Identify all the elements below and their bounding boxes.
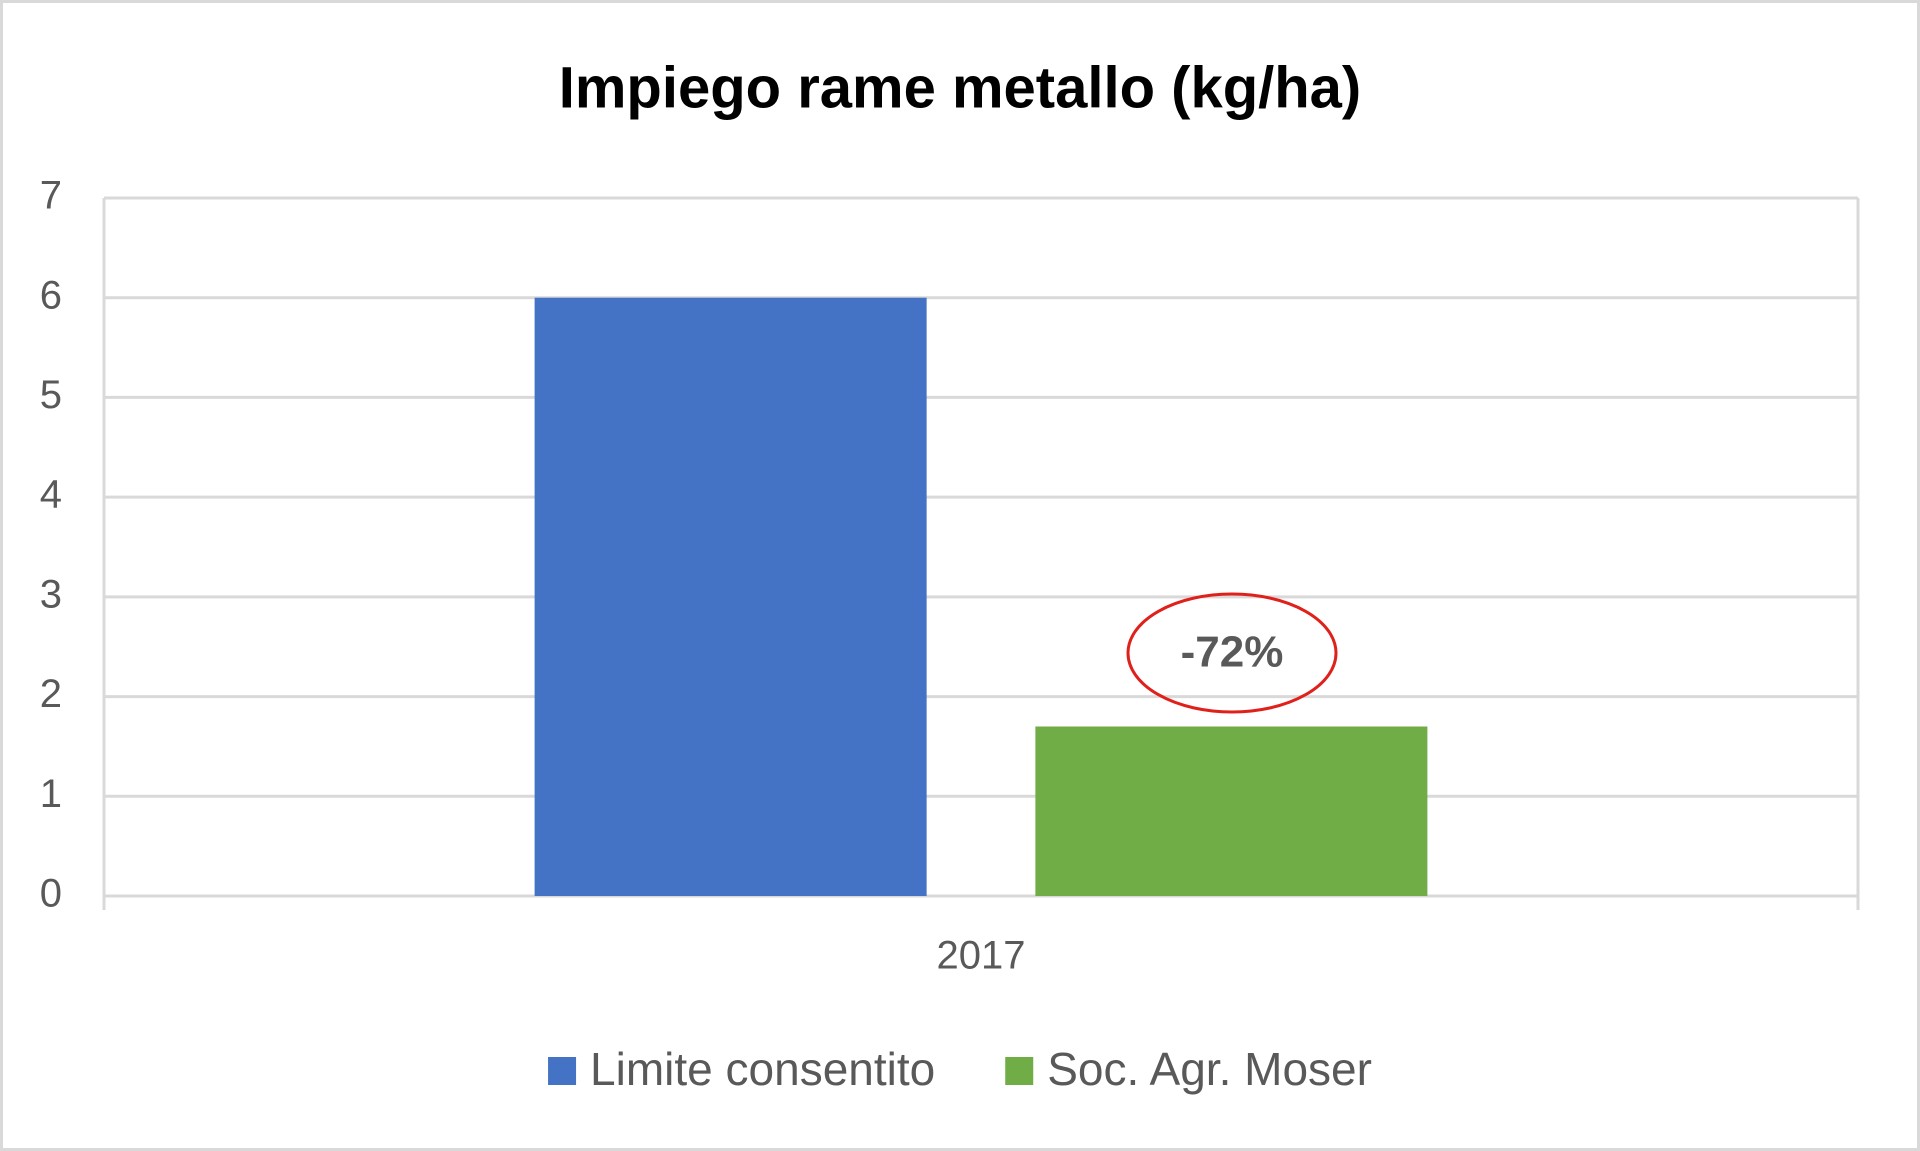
legend-swatch	[1005, 1057, 1034, 1085]
x-tick-label: 2017	[937, 934, 1026, 978]
annotation-ellipse	[1126, 592, 1338, 714]
legend-label: Soc. Agr. Moser	[1047, 1043, 1372, 1095]
y-tick-label: 6	[40, 273, 62, 317]
bar	[1035, 726, 1428, 896]
y-tick-label: 4	[40, 473, 62, 517]
chart-title: Impiego rame metallo (kg/ha)	[559, 55, 1362, 120]
legend-label: Limite consentito	[590, 1043, 935, 1095]
annotation: -72%	[1181, 628, 1284, 677]
y-tick-label: 5	[40, 373, 62, 417]
y-tick-label: 2	[40, 672, 62, 716]
y-tick-label: 1	[40, 772, 62, 816]
y-tick-label: 7	[40, 174, 62, 218]
bar	[534, 297, 927, 896]
y-tick-label: 0	[40, 872, 62, 916]
y-tick-label: 3	[40, 572, 62, 616]
legend-swatch	[548, 1057, 577, 1085]
